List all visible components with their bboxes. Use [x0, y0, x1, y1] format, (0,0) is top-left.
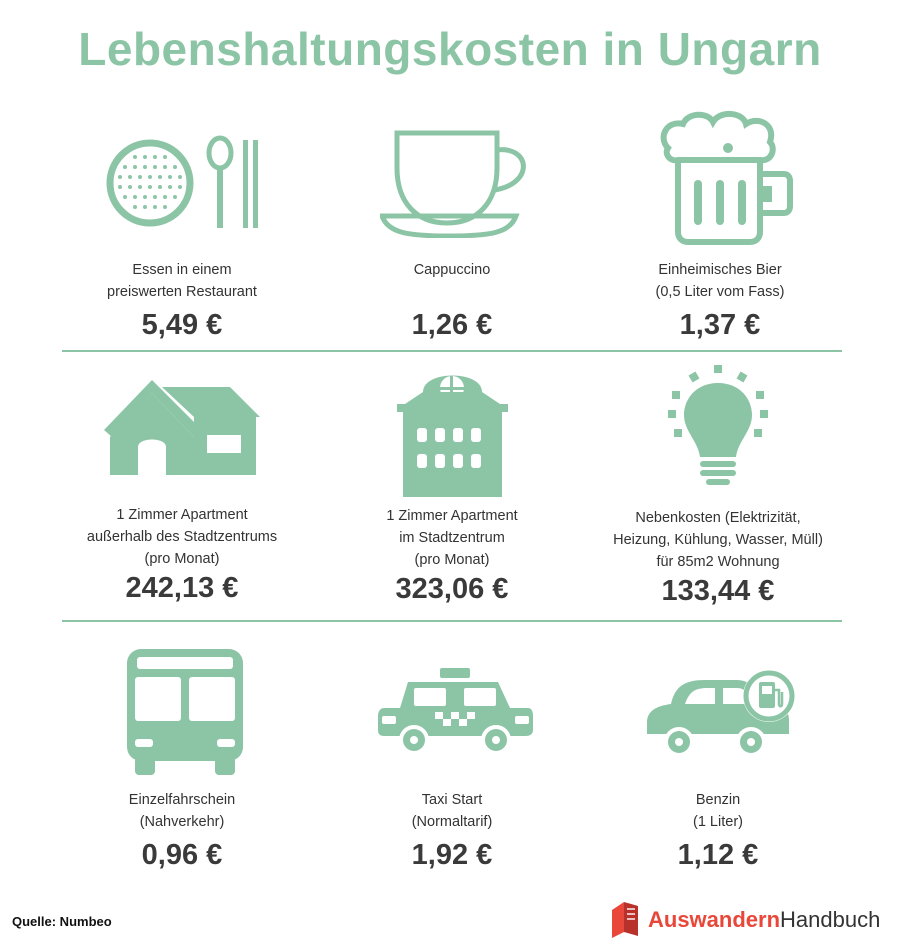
- item-price: 1,37 €: [679, 309, 761, 341]
- item-utilities: Nebenkosten (Elektrizität, Heizung, Kühlu…: [578, 507, 858, 608]
- item-label: Benzin (1 Liter): [693, 792, 743, 830]
- page-title: Lebenshaltungskosten in Ungarn: [78, 23, 822, 75]
- item-price: 0,96 €: [141, 839, 223, 871]
- item-apartment-outside: 1 Zimmer Apartment außerhalb des Stadtzen…: [42, 504, 322, 605]
- source-note: Quelle: Numbeo: [12, 914, 112, 929]
- divider: [62, 350, 842, 352]
- item-beer: Einheimisches Bier (0,5 Liter vom Fass) 1…: [580, 259, 860, 342]
- item-price: 323,06 €: [395, 573, 509, 605]
- bus-icon: [127, 649, 243, 775]
- plate-cutlery-icon: [106, 135, 258, 228]
- apartment-building-icon: [397, 375, 508, 497]
- item-label: Nebenkosten (Elektrizität, Heizung, Kühlu…: [613, 510, 823, 570]
- item-price: 133,44 €: [661, 575, 775, 607]
- item-bus-ticket: Einzelfahrschein (Nahverkehr) 0,96 €: [42, 789, 322, 872]
- book-icon: [612, 902, 638, 938]
- house-icon: [104, 380, 260, 475]
- car-fuel-icon: [647, 670, 795, 757]
- item-label: Cappuccino: [413, 262, 491, 278]
- item-cappuccino: Cappuccino 1,26 €: [312, 259, 592, 342]
- item-restaurant: Essen in einem preiswerten Restaurant 5,4…: [42, 259, 322, 342]
- item-price: 5,49 €: [141, 309, 223, 341]
- light-bulb-icon: [668, 365, 768, 485]
- item-label: 1 Zimmer Apartment im Stadtzentrum (pro Mo…: [386, 508, 518, 568]
- item-apartment-center: 1 Zimmer Apartment im Stadtzentrum (pro Mo…: [312, 505, 592, 606]
- item-petrol: Benzin (1 Liter) 1,12 €: [578, 789, 858, 872]
- item-label: 1 Zimmer Apartment außerhalb des Stadtzen…: [86, 507, 278, 567]
- beer-mug-icon: [660, 111, 793, 245]
- coffee-cup-icon: [380, 130, 526, 238]
- item-label: Einheimisches Bier (0,5 Liter vom Fass): [655, 262, 785, 300]
- item-label: Taxi Start (Normaltarif): [411, 792, 493, 830]
- item-label: Einzelfahrschein (Nahverkehr): [128, 792, 236, 830]
- item-label: Essen in einem preiswerten Restaurant: [107, 262, 257, 300]
- brand-name: AuswandernHandbuch: [648, 907, 881, 932]
- item-price: 242,13 €: [125, 572, 239, 604]
- item-price: 1,92 €: [411, 839, 493, 871]
- item-taxi: Taxi Start (Normaltarif) 1,92 €: [312, 789, 592, 872]
- divider: [62, 620, 842, 622]
- taxi-icon: [378, 668, 533, 755]
- brand-logo: AuswandernHandbuch: [610, 900, 880, 940]
- item-price: 1,12 €: [677, 839, 759, 871]
- item-price: 1,26 €: [411, 309, 493, 341]
